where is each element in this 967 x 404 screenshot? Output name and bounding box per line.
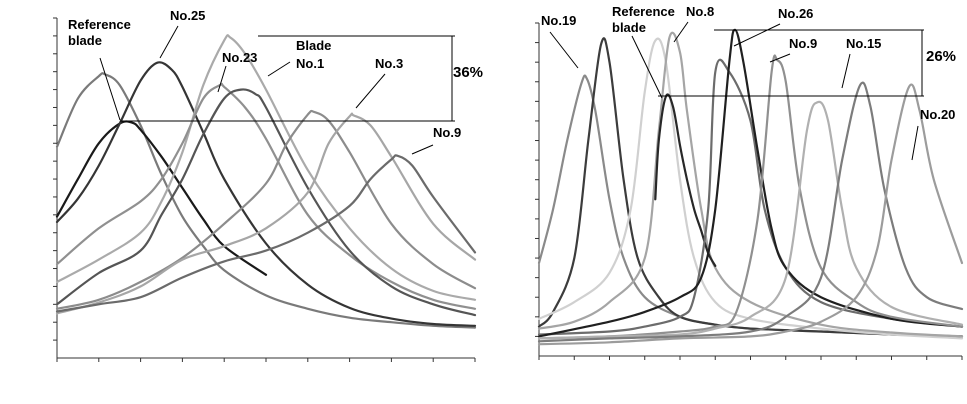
annotation-line: Reference (612, 4, 675, 19)
series-line-3 (55, 61, 477, 327)
annotation-label: No.26 (778, 6, 813, 21)
series-line-6 (55, 88, 477, 317)
annotation-label: No.8 (686, 4, 714, 19)
annotation-label: No.23 (222, 50, 257, 65)
annotation-label: No.15 (846, 36, 881, 51)
annotation-label: Blade No.1 (296, 38, 331, 71)
series-line-11 (537, 83, 964, 346)
annotation-leader (841, 53, 851, 89)
series-line-10 (537, 81, 964, 343)
series-line-8 (55, 112, 477, 315)
series-line-7 (537, 28, 964, 338)
series-line-3 (537, 37, 964, 340)
annotation-line: Blade (296, 38, 331, 53)
annotation-line: No.3 (375, 56, 403, 71)
annotation-line: No.25 (170, 8, 205, 23)
left-chart: Reference blade No.25 No.23 Blade No.1 No.3 No.… (53, 8, 483, 362)
annotation-leader (911, 125, 919, 161)
annotation-leader (549, 31, 579, 69)
annotation-label: Reference blade (68, 17, 131, 48)
annotation-line: No.26 (778, 6, 813, 21)
series-line-6 (537, 58, 964, 336)
annotation-leader (673, 21, 689, 43)
annotation-label: No.9 (433, 125, 461, 140)
series-line-1 (55, 72, 477, 329)
annotation-leader (267, 61, 291, 77)
annotation-leader (355, 73, 386, 109)
annotation-label: No.9 (789, 36, 817, 51)
annotation-label: No.20 (920, 107, 955, 122)
annotation-leader (631, 35, 663, 99)
annotation-leader (99, 57, 121, 121)
series-line-4 (55, 34, 477, 301)
annotation-line: No.1 (296, 56, 324, 71)
annotation-leader (769, 53, 791, 63)
annotation-leader (733, 23, 781, 47)
annotation-label: 36% (453, 64, 483, 81)
series-line-9 (537, 100, 964, 340)
series-line-2 (55, 120, 268, 276)
annotation-line: No.9 (789, 36, 817, 51)
annotation-label: Reference blade (612, 4, 675, 35)
annotation-leader (217, 65, 227, 93)
annotation-label: No.25 (170, 8, 205, 23)
annotation-line: No.20 (920, 107, 955, 122)
right-chart: No.19 Reference blade No.8 No.26 No.9 No.15 No.… (535, 4, 964, 360)
series-line-4 (537, 31, 964, 338)
series-line-2 (537, 37, 964, 338)
annotation-line: No.8 (686, 4, 714, 19)
annotation-line: Reference (68, 17, 131, 32)
annotation-line: blade (68, 33, 102, 48)
annotation-line: No.9 (433, 125, 461, 140)
series-line-1 (537, 74, 964, 338)
annotation-line: No.23 (222, 50, 257, 65)
annotation-label: No.19 (541, 13, 576, 28)
annotation-line: 26% (926, 48, 956, 65)
annotation-label: No.3 (375, 56, 403, 71)
series-line-5 (55, 82, 477, 310)
series-line-7 (55, 109, 477, 310)
annotation-leader (159, 25, 179, 59)
annotation-line: No.15 (846, 36, 881, 51)
annotation-leader (411, 144, 434, 155)
annotation-label: 26% (926, 48, 956, 65)
annotation-line: 36% (453, 64, 483, 81)
annotation-line: No.19 (541, 13, 576, 28)
series-line-8 (537, 54, 964, 340)
series-line-9 (55, 154, 477, 313)
annotation-line: blade (612, 20, 646, 35)
